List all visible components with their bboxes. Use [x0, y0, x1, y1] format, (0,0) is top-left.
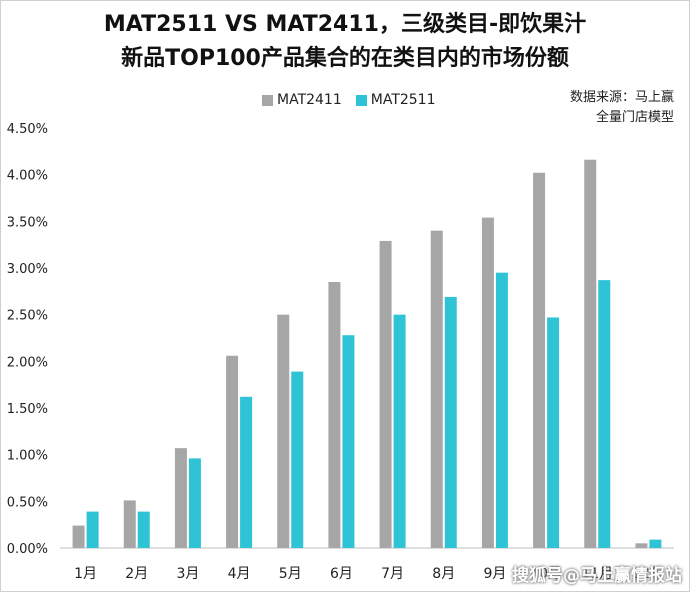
y-tick-label: 3.00%	[7, 262, 48, 277]
chart-title: MAT2511 VS MAT2411，三级类目-即饮果汁 新品TOP100产品集…	[0, 8, 690, 76]
y-tick-label: 2.00%	[7, 355, 48, 370]
data-source-line-2: 全量门店模型	[595, 110, 674, 125]
legend-label-mat2511: MAT2511	[370, 92, 436, 108]
y-tick-label: 1.00%	[7, 449, 48, 464]
bar-mat2511-6	[342, 335, 355, 548]
x-tick-label: 9月	[483, 566, 506, 582]
x-tick-label: 4月	[228, 566, 251, 582]
bar-mat2411-12	[635, 543, 648, 548]
x-tick-label: 7月	[381, 566, 404, 582]
bar-mat2511-9	[495, 272, 508, 548]
bar-mat2411-6	[328, 282, 341, 548]
bar-mat2411-9	[481, 217, 494, 548]
bar-mat2511-3	[188, 458, 201, 548]
x-tick-label: 10月	[530, 566, 562, 582]
chart-title-line-1: MAT2511 VS MAT2411，三级类目-即饮果汁	[103, 12, 587, 37]
x-tick-label: 8月	[432, 566, 455, 582]
x-tick-label: 12月	[633, 566, 665, 582]
legend-label-mat2411: MAT2411	[277, 92, 342, 108]
bar-mat2411-5	[277, 314, 290, 548]
bar-mat2411-7	[379, 240, 392, 548]
y-tick-label: 2.50%	[7, 309, 48, 324]
bar-mat2511-11	[598, 280, 611, 548]
x-tick-label: 6月	[330, 566, 353, 582]
bar-mat2511-2	[137, 511, 150, 548]
bar-mat2511-4	[240, 396, 253, 548]
chart-legend: MAT2411 MAT2511	[262, 92, 436, 108]
legend-swatch-mat2411	[262, 94, 273, 106]
watermark: 搜狐号@马上赢情报站	[512, 566, 682, 586]
x-tick-label: 2月	[125, 566, 148, 582]
data-source-line-1: 数据来源：马上赢	[569, 90, 674, 105]
chart-title-line-2: 新品TOP100产品集合的在类目内的市场份额	[121, 46, 569, 71]
y-tick-label: 4.50%	[7, 122, 48, 137]
x-tick-label: 11月	[581, 566, 613, 582]
bar-mat2411-2	[123, 500, 136, 548]
x-tick-label: 3月	[176, 566, 199, 582]
bar-mat2411-10	[533, 172, 546, 549]
legend-swatch-mat2511	[355, 94, 367, 106]
bar-mat2511-7	[393, 314, 406, 548]
bar-mat2411-3	[174, 448, 187, 548]
legend-item-mat2411: MAT2411	[262, 92, 342, 108]
bar-mat2411-8	[430, 230, 443, 548]
y-tick-label: 3.50%	[7, 215, 48, 230]
bar-mat2411-11	[584, 159, 597, 548]
data-source-note: 数据来源：马上赢 全量门店模型	[570, 88, 674, 128]
bar-mat2511-10	[547, 317, 560, 548]
bar-mat2511-8	[444, 296, 457, 548]
y-tick-label: 0.00%	[7, 542, 48, 557]
x-tick-label: 5月	[279, 566, 302, 582]
y-tick-label: 4.00%	[7, 169, 48, 184]
y-tick-label: 1.50%	[7, 402, 48, 417]
bar-mat2411-1	[72, 525, 85, 548]
bar-mat2511-1	[86, 511, 99, 548]
bar-mat2511-5	[291, 371, 304, 548]
x-tick-label: 1月	[74, 566, 97, 582]
y-tick-label: 0.50%	[7, 495, 48, 510]
bar-mat2411-4	[226, 355, 239, 548]
bar-mat2511-12	[649, 539, 662, 548]
legend-item-mat2511: MAT2511	[355, 92, 436, 108]
